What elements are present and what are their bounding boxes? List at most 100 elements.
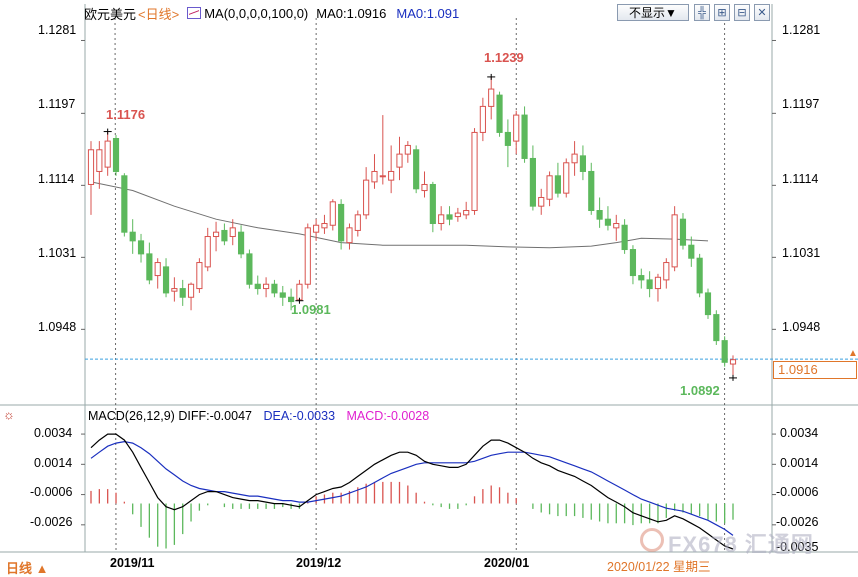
candle-body-up <box>229 227 236 238</box>
candle-body-down <box>638 275 645 281</box>
price-tick-left: 1.1197 <box>38 97 76 111</box>
candle-body-down <box>137 240 145 255</box>
candle-body-up <box>204 236 211 268</box>
macd-dea: DEA:-0.0033 <box>263 409 336 423</box>
candle-body-down <box>429 183 436 225</box>
candle-body-down <box>496 94 503 133</box>
candle-body-down <box>688 244 695 259</box>
low-annotation-right: 1.0892 <box>680 383 720 398</box>
candle-body-up <box>438 214 445 225</box>
candle-body-up <box>454 212 461 218</box>
candle-body-down <box>246 253 253 285</box>
price-tick-right: 1.1114 <box>782 172 819 186</box>
ma-setting-text: MA(0,0,0,0,100,0) <box>204 5 309 21</box>
candle-body-down <box>579 155 587 172</box>
candle-body-down <box>146 253 153 281</box>
candle-body-down <box>162 266 170 294</box>
macd-tick-right: -0.0026 <box>776 515 819 529</box>
macd-tick-left: -0.0026 <box>30 515 73 529</box>
candle-body-up <box>296 283 303 301</box>
candle-body-down <box>721 340 728 363</box>
macd-tick-left: 0.0034 <box>34 426 73 440</box>
candle-body-down <box>704 292 712 316</box>
candle-body-up <box>421 183 428 192</box>
candle-body-up <box>96 149 103 172</box>
candle-body-down <box>521 114 528 159</box>
macd-tick-right: 0.0014 <box>780 456 819 470</box>
macd-params: MACD(26,12,9) <box>88 409 175 423</box>
candle-body-up <box>513 114 520 142</box>
candle-body-down <box>604 218 612 226</box>
ma0-value-a: MA0:1.0916 <box>316 5 387 21</box>
price-tick-right: 1.1281 <box>782 23 821 37</box>
candle-body-down <box>446 214 453 220</box>
candle-body-down <box>279 292 286 298</box>
x-tick-label: 2019/11 <box>110 556 155 570</box>
x-tick-label: 2019/12 <box>296 556 342 570</box>
price-tick-right: 1.1031 <box>782 246 821 260</box>
hide-indicator-select[interactable]: 不显示▼ <box>617 4 689 21</box>
macd-tick-right: 0.0034 <box>780 426 819 440</box>
candle-body-up <box>363 179 370 216</box>
dea-line <box>90 440 734 536</box>
macd-tick-left: 0.0014 <box>34 456 73 470</box>
candle-body-down <box>629 249 637 277</box>
macd-tick-left: -0.0006 <box>30 485 73 499</box>
candle-body-down <box>713 314 720 342</box>
candle-body-up <box>463 210 470 216</box>
cursor-date-label: 2020/01/22 星期三 <box>607 560 711 574</box>
ma-settings-icon[interactable] <box>187 7 202 19</box>
x-tick-label: 2020/01 <box>484 556 530 570</box>
candle-body-up <box>538 196 545 207</box>
high-annotation-top: 1.1239 <box>484 50 524 65</box>
gear-icon[interactable]: ☼ <box>3 407 15 422</box>
candle-body-down <box>679 218 687 246</box>
candle-body-up <box>404 144 411 155</box>
macd-value: MACD:-0.0028 <box>346 409 430 423</box>
candle-body-up <box>304 227 311 285</box>
zoom-out-icon[interactable]: ⊟ <box>734 4 750 21</box>
candle-body-down <box>254 283 261 290</box>
month-separator <box>114 17 117 553</box>
chart-header: 欧元美元 <日线> MA(0,0,0,0,100,0) MA0:1.0916 M… <box>84 4 459 22</box>
zoom-in-icon[interactable]: ⊞ <box>714 4 730 21</box>
candle-body-down <box>588 170 595 212</box>
candle-body-up <box>379 175 386 178</box>
candle-body-up <box>563 162 570 194</box>
crosshair-icon[interactable]: ╬ <box>694 4 710 21</box>
candle-body-down <box>129 231 136 242</box>
candle-body-up <box>571 153 578 164</box>
candle-body-up <box>546 175 553 200</box>
macd-tick-right: -0.0035 <box>776 540 819 554</box>
diff-line <box>90 433 734 550</box>
low-annotation-mid: 1.0981 <box>291 302 331 317</box>
period-label[interactable]: <日线> <box>138 6 180 22</box>
watermark: FX678 汇通网 <box>668 532 814 557</box>
period-switch-button[interactable]: 日线 ▲ <box>6 561 49 576</box>
price-tick-left: 1.1031 <box>38 246 77 260</box>
current-price-marker-icon[interactable]: ▲ <box>848 348 858 359</box>
price-tick-left: 1.1114 <box>38 172 75 186</box>
candle-body-up <box>729 359 737 365</box>
candle-body-down <box>504 131 511 146</box>
candle-body-down <box>596 210 603 220</box>
candle-body-up <box>104 140 111 168</box>
close-icon[interactable]: ✕ <box>754 4 770 21</box>
price-tick-left: 1.1281 <box>38 23 77 37</box>
candle-body-up <box>488 88 495 107</box>
candle-body-down <box>338 203 345 242</box>
candle-body-down <box>121 175 128 233</box>
candle-body-down <box>179 288 186 298</box>
watermark-logo-icon <box>640 528 664 552</box>
ma0-value-b: MA0:1.091 <box>396 5 460 21</box>
candle-body-down <box>221 229 228 242</box>
macd-tick-right: -0.0006 <box>776 485 819 499</box>
candle-body-up <box>471 131 478 212</box>
price-tick-right: 1.0948 <box>782 320 821 334</box>
candle-body-up <box>263 283 270 290</box>
symbol-name[interactable]: 欧元美元 <box>84 6 137 22</box>
candle-body-up <box>196 262 203 290</box>
ma100-line <box>90 181 709 249</box>
candle-body-up <box>87 149 95 185</box>
